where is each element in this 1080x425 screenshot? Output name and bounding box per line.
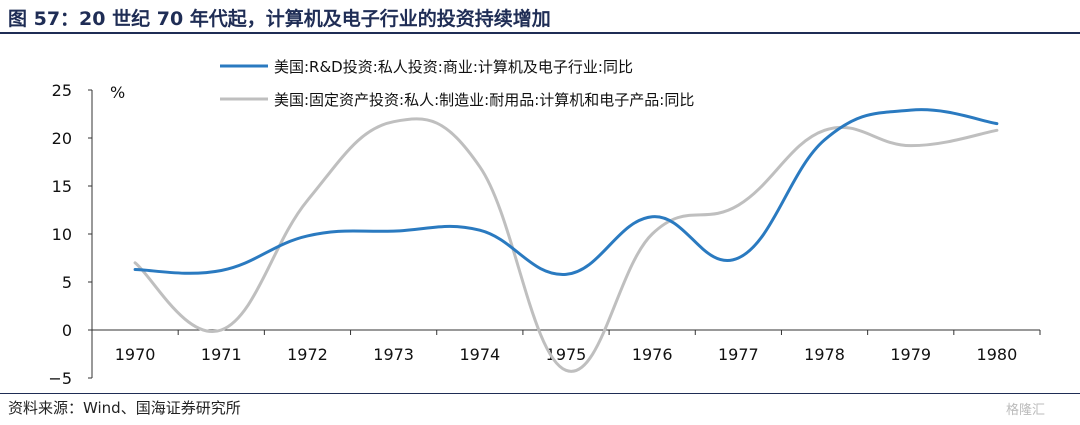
- x-tick-label: 1972: [287, 345, 328, 364]
- data-point-2: [134, 261, 137, 264]
- y-tick-label: −5: [48, 369, 72, 388]
- x-tick-label: 1971: [201, 345, 242, 364]
- data-point-2: [306, 199, 309, 202]
- data-point-1: [651, 215, 654, 218]
- x-tick-label: 1976: [632, 345, 673, 364]
- data-point-2: [909, 144, 912, 147]
- legend-label-2: 美国:固定资产投资:私人:制造业:耐用品:计算机和电子产品:同比: [274, 91, 694, 109]
- data-point-2: [823, 129, 826, 132]
- x-tick-label: 1980: [977, 345, 1018, 364]
- data-point-1: [737, 257, 740, 260]
- data-point-2: [392, 120, 395, 123]
- y-tick-label: 5: [62, 273, 72, 292]
- x-tick-label: 1978: [804, 345, 845, 364]
- y-tick-label: 25: [52, 81, 72, 100]
- data-point-1: [134, 268, 137, 271]
- data-point-1: [392, 230, 395, 233]
- data-point-2: [995, 129, 998, 132]
- x-tick-label: 1975: [546, 345, 587, 364]
- x-tick-label: 1973: [373, 345, 414, 364]
- x-tick-label: 1979: [890, 345, 931, 364]
- data-point-1: [306, 234, 309, 237]
- source-divider: [0, 393, 1080, 394]
- line-chart: 25 20 15 10 5 0 −5% 1970 1971 1972 1973 1974 1975 197…: [48, 58, 1041, 388]
- y-unit-label: %: [110, 83, 125, 102]
- data-point-1: [909, 109, 912, 112]
- data-point-1: [995, 122, 998, 125]
- source-note: 资料来源：Wind、国海证券研究所: [8, 399, 241, 417]
- watermark-logo: 格隆汇: [1006, 403, 1046, 418]
- legend-label-1: 美国:R&D投资:私人投资:商业:计算机及电子行业:同比: [274, 58, 633, 76]
- figure-title: 图 57：20 世纪 70 年代起，计算机及电子行业的投资持续增加: [8, 8, 551, 30]
- data-point-1: [565, 273, 568, 276]
- series-line-1: [133, 108, 999, 276]
- data-point-2: [651, 233, 654, 236]
- data-point-2: [565, 369, 568, 372]
- x-tick-label: 1977: [718, 345, 759, 364]
- y-tick-label: 15: [52, 177, 72, 196]
- data-point-2: [220, 329, 223, 332]
- data-point-1: [823, 138, 826, 141]
- y-tick-label: 10: [52, 225, 72, 244]
- data-point-1: [220, 269, 223, 272]
- x-tick-label: 1974: [459, 345, 500, 364]
- data-point-1: [478, 229, 481, 232]
- data-point-2: [478, 165, 481, 168]
- title-divider: [0, 32, 1080, 34]
- x-tick-label: 1970: [115, 345, 156, 364]
- data-point-2: [737, 204, 740, 207]
- y-tick-label: 20: [52, 129, 72, 148]
- y-tick-label: 0: [62, 321, 72, 340]
